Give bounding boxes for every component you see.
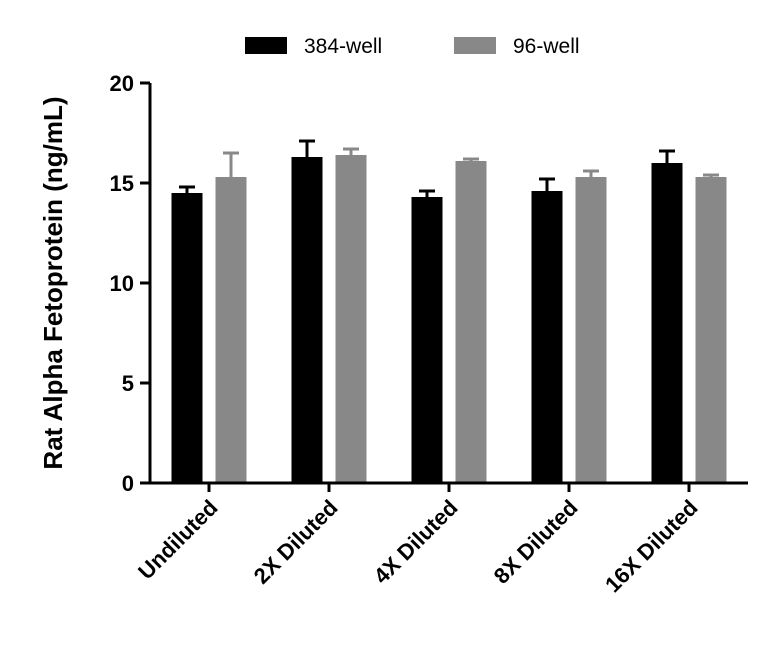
legend-label-0: 384-well	[304, 35, 382, 58]
y-tick-label-1: 5	[122, 371, 134, 396]
y-tick-label-2: 10	[110, 271, 134, 296]
bar-96-well-0	[215, 177, 247, 483]
bar-96-well-2	[455, 161, 487, 483]
y-ticks: 0 5 10 15 20	[110, 71, 150, 496]
legend: 384-well 96-well	[245, 35, 580, 58]
x-tick-label-4: 16X Diluted	[600, 495, 702, 597]
x-tick-label-0: Undiluted	[133, 495, 222, 584]
y-axis-label: Rat Alpha Fetoprotein (ng/mL)	[38, 96, 68, 469]
x-tick-label-2: 4X Diluted	[369, 495, 463, 589]
y-tick-label-4: 20	[110, 71, 134, 96]
legend-swatch-0	[245, 37, 287, 54]
x-tick-label-3: 8X Diluted	[489, 495, 583, 589]
y-tick-label-3: 15	[110, 171, 134, 196]
y-axis-label-group: Rat Alpha Fetoprotein (ng/mL)	[38, 96, 68, 469]
bar-96-well-1	[335, 155, 367, 483]
bar-96-well-3	[575, 177, 607, 483]
error-bars	[179, 139, 719, 197]
bar-384-well-4	[651, 163, 683, 483]
x-tick-label-1: 2X Diluted	[249, 495, 343, 589]
bar-384-well-1	[291, 157, 323, 483]
y-tick-label-0: 0	[122, 471, 134, 496]
bars	[171, 155, 727, 483]
bar-384-well-3	[531, 191, 563, 483]
bar-384-well-2	[411, 197, 443, 483]
bar-96-well-4	[695, 177, 727, 483]
legend-swatch-1	[454, 37, 496, 54]
bar-384-well-0	[171, 193, 203, 483]
legend-label-1: 96-well	[513, 35, 580, 58]
x-tick-labels: Undiluted 2X Diluted 4X Diluted 8X Diluted 1…	[133, 495, 702, 597]
